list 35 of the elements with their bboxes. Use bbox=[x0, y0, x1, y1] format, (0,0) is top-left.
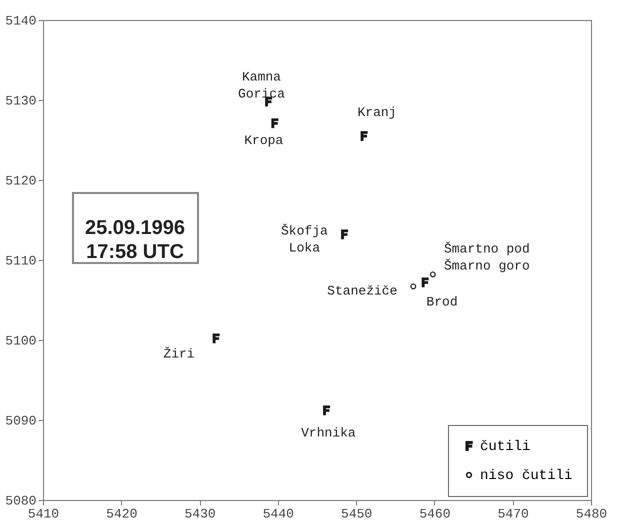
x-tick-label: 5460 bbox=[419, 506, 451, 522]
point bbox=[323, 406, 330, 416]
legend-label: čutili bbox=[480, 439, 530, 455]
y-tick-label: 5120 bbox=[5, 174, 36, 188]
annotation: Vrhnika bbox=[301, 425, 356, 440]
x-tick-label: 5410 bbox=[28, 506, 60, 522]
x-tick-label: 5480 bbox=[576, 506, 608, 522]
point bbox=[341, 230, 348, 240]
y-tick-label: 5130 bbox=[5, 94, 36, 108]
point bbox=[430, 271, 436, 278]
annotation: Brod bbox=[426, 294, 458, 310]
point bbox=[410, 283, 416, 290]
x-tick-label: 5440 bbox=[262, 506, 294, 522]
annotation: 25.09.1996 17:58 UTC bbox=[84, 217, 186, 263]
annotation: Kranj bbox=[357, 105, 396, 120]
y-tick-label: 5090 bbox=[5, 414, 36, 428]
x-tick-label: 5430 bbox=[184, 506, 216, 522]
point bbox=[212, 334, 220, 344]
point bbox=[271, 118, 278, 128]
x-tick-label: 5420 bbox=[106, 506, 138, 522]
x-tick-label: 5470 bbox=[498, 506, 529, 522]
legend-label: niso čutili bbox=[480, 468, 572, 484]
annotation: Šmartno pod Šmarno goro bbox=[444, 241, 530, 274]
annotation: Stanežiče bbox=[327, 283, 398, 298]
point bbox=[360, 131, 368, 141]
annotation: Žiri bbox=[163, 346, 195, 362]
y-tick-label: 5110 bbox=[5, 254, 36, 268]
y-tick-label: 5140 bbox=[5, 14, 36, 28]
annotation: Kamna Gorica bbox=[238, 70, 286, 102]
annotation: Škofja Loka bbox=[280, 223, 328, 256]
annotation: Kropa bbox=[244, 133, 284, 148]
x-tick-label: 5450 bbox=[341, 506, 372, 522]
y-tick-label: 5080 bbox=[5, 494, 36, 508]
point bbox=[422, 278, 429, 288]
y-tick-label: 5100 bbox=[5, 334, 36, 348]
